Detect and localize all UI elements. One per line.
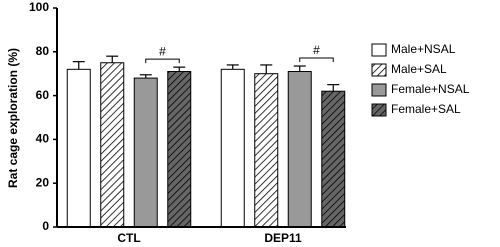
annotation: # — [313, 43, 320, 57]
x-tick-label: CTL — [117, 231, 140, 245]
bar — [167, 71, 192, 228]
y-tick-label: 40 — [36, 132, 50, 146]
legend-label: Male+SAL — [391, 62, 447, 76]
legend-label: Female+SAL — [391, 102, 461, 116]
legend-swatch — [371, 83, 387, 97]
bar — [66, 68, 91, 228]
legend-swatch — [371, 63, 387, 77]
bar — [287, 71, 312, 228]
bar — [100, 62, 125, 228]
y-tick-label: 0 — [42, 219, 49, 233]
bar — [220, 68, 245, 228]
significance-bracket — [299, 57, 334, 63]
legend-swatch — [371, 103, 387, 117]
legend-swatch — [371, 43, 387, 57]
legend-label: Male+NSAL — [391, 42, 456, 56]
annotation: # — [159, 44, 166, 58]
bar — [254, 73, 279, 228]
bar — [321, 90, 346, 228]
legend-label: Female+NSAL — [391, 82, 470, 96]
y-tick-label: 100 — [29, 0, 49, 14]
bar — [133, 77, 158, 228]
y-axis-label: Rat cage exploration (%) — [6, 48, 20, 188]
y-tick-label: 60 — [36, 88, 50, 102]
significance-bracket — [145, 58, 180, 64]
x-tick-label: DEP11 — [264, 231, 302, 245]
y-tick-label: 80 — [36, 44, 50, 58]
y-tick-label: 20 — [36, 175, 50, 189]
